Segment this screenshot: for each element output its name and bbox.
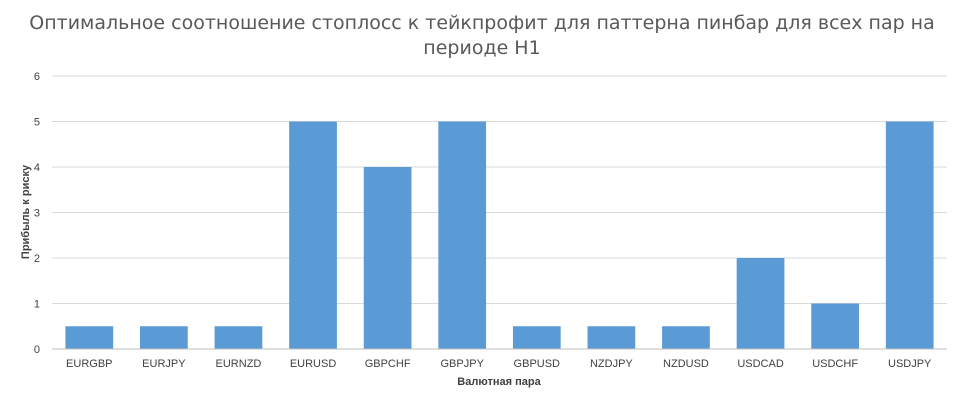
bar-gbpjpy [438, 121, 487, 349]
bar-usdjpy [885, 121, 934, 349]
y-tick-label: 1 [34, 299, 40, 311]
x-tick-label: GBPJPY [441, 358, 485, 370]
bar-nzdjpy [587, 326, 636, 349]
bar-usdchf [811, 303, 859, 349]
bar-usdcad [736, 258, 785, 349]
y-tick-label: 0 [34, 344, 40, 356]
x-tick-label: USDJPY [888, 358, 932, 370]
x-tick-label: GBPCHF [365, 358, 411, 370]
y-tick-label: 3 [34, 208, 40, 220]
bar-gbpusd [512, 326, 561, 349]
bars [65, 121, 934, 349]
bar-eurjpy [140, 326, 188, 349]
y-tick-label: 4 [34, 162, 40, 174]
bar-eurusd [289, 121, 337, 349]
x-tick-label: NZDUSD [663, 358, 709, 370]
y-axis-ticks: 0 1 2 3 4 5 6 [34, 71, 40, 356]
bar-eurnzd [214, 326, 263, 349]
x-tick-label: GBPUSD [514, 358, 561, 370]
bar-gbpchf [363, 167, 412, 349]
gridlines [52, 75, 947, 304]
y-tick-label: 6 [34, 71, 40, 83]
x-tick-label: EURGBP [66, 358, 112, 370]
x-axis-label: Валютная пара [457, 376, 541, 388]
chart-title-line-2: периоде H1 [423, 37, 540, 59]
x-tick-label: NZDJPY [590, 358, 633, 370]
x-tick-label: USDCAD [737, 358, 784, 370]
y-tick-label: 5 [34, 117, 40, 129]
x-axis-ticks: EURGBP EURJPY EURNZD EURUSD GBPCHF GBPJPY GBPU… [66, 358, 932, 370]
x-tick-label: EURUSD [290, 358, 337, 370]
x-tick-label: USDCHF [812, 358, 858, 370]
x-tick-label: EURJPY [142, 358, 186, 370]
x-tick-label: EURNZD [216, 358, 262, 370]
bar-nzdusd [662, 326, 710, 349]
bar-eurgbp [65, 326, 114, 349]
y-tick-label: 2 [34, 253, 40, 265]
y-axis-label: Прибыль к риску [20, 164, 32, 259]
chart-title-line-1: Оптимальное соотношение стоплосс к тейкп… [29, 12, 935, 34]
